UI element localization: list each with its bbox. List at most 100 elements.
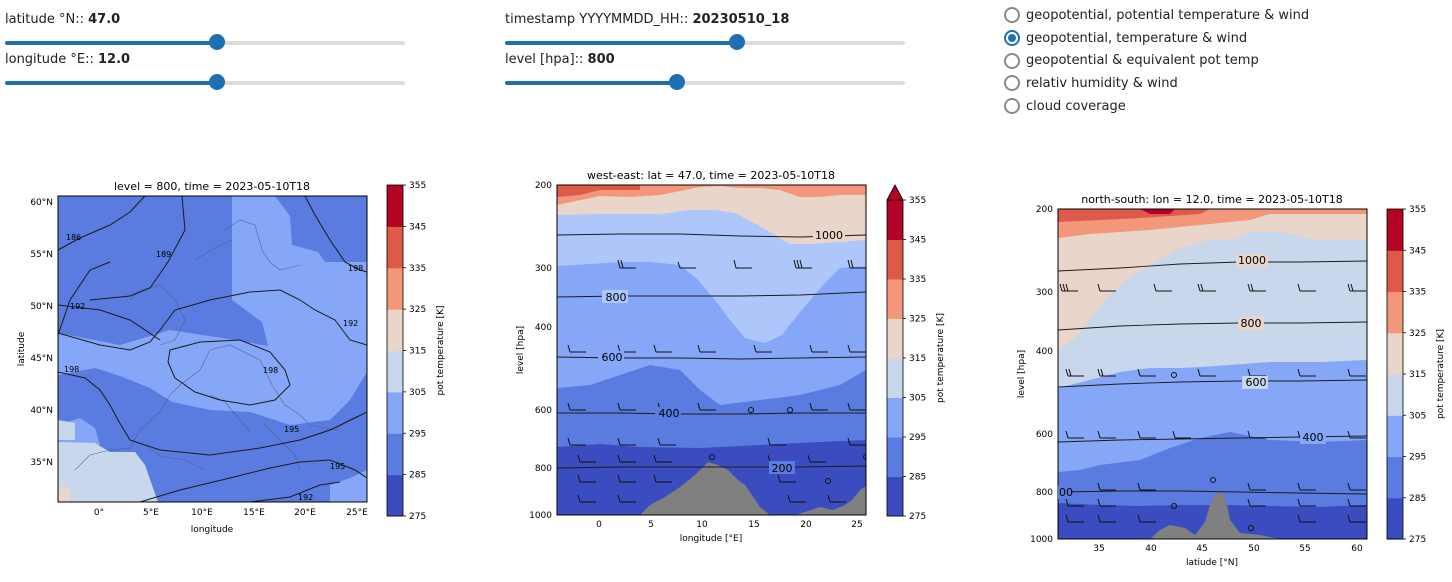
map-field-warm-land [58,196,367,425]
colorbar-segment [1387,456,1403,499]
colorbar-tick-label: 305 [409,388,426,398]
we-terrain [557,462,866,515]
ns-ytick-label: 200 [1036,205,1053,215]
we-contour-label-bg [655,407,681,420]
colorbar-segment [1387,291,1403,334]
radio-button-4[interactable] [1004,98,1020,115]
ns-frame [1057,208,1368,540]
colorbar-segment [1387,497,1403,540]
colorbar-tick-label: 275 [909,512,926,522]
colorbar-tick-label: 285 [409,471,426,481]
longitude-track[interactable] [5,74,405,90]
level-handle[interactable] [669,74,685,90]
colorbar-tick-label: 315 [1409,370,1426,380]
ns-xtick-label: 45 [1196,544,1207,554]
colorbar-segment [887,279,903,319]
colorbar-segment [1387,374,1403,416]
colorbar-tick-label: 315 [909,354,926,364]
colorbar-segment [387,433,403,476]
colorbar-label: pot temperature [K] [936,313,946,403]
map-field-pale-corner [58,420,75,440]
ns-terrain [1080,490,1280,539]
map-contour-label: 192 [70,302,85,311]
colorbar-segment [1387,332,1403,375]
ns-xlabel: latiude [°N] [1186,558,1238,568]
ns-contour-label: 400 [1303,431,1324,444]
we-contour-label: 1000 [815,229,843,242]
map-xtick-label: 20°E [294,508,316,518]
ns-contour-label-bg [1300,431,1326,444]
latitude-value: 47.0 [88,12,121,27]
map-xticks: 0° 5°E 10°E 15°E 20°E 25°E [94,508,368,518]
ns-contour-label: 600 [1246,376,1267,389]
radio-label-3: relativ humidity & wind [1026,75,1178,91]
longitude-slider[interactable]: longitude °E:: 12.0 [5,52,405,90]
radio-option-0[interactable]: geopotential, potential temperature & wi… [1004,4,1309,27]
latitude-slider[interactable]: latitude °N:: 47.0 [5,12,405,50]
colorbar-tick-label: 335 [1409,288,1426,298]
radio-button-0[interactable] [1004,7,1020,24]
north-south-plot: 1000 800 600 400 00 north-south: lon = 1… [1017,193,1446,568]
latitude-handle[interactable] [209,34,225,50]
colorbar-segment [887,397,903,438]
radio-option-4[interactable]: cloud coverage [1004,95,1309,118]
we-frame [556,184,867,516]
ns-contour-label-bg [1236,254,1268,267]
map-ytick-label: 50°N [30,302,53,312]
we-contour-label-bg [602,290,628,303]
colorbar-segment [387,309,403,351]
timestamp-track[interactable] [505,34,905,50]
we-ytick-label: 1000 [529,511,552,521]
map-xlabel: longitude [191,525,234,535]
colorbar-segment [387,350,403,393]
map-ytick-label: 60°N [30,198,53,208]
map-ytick-label: 35°N [30,458,53,468]
radio-button-1[interactable] [1004,30,1020,47]
we-contour-label-bg [769,461,795,474]
level-slider[interactable]: level [hpa]:: 800 [505,52,905,90]
colorbar-tick-label: 325 [409,305,426,315]
longitude-label: longitude °E:: 12.0 [5,52,131,67]
colorbar-segment [387,267,403,310]
map-xtick-label: 15°E [243,508,265,518]
ns-geopotential-contours [1058,260,1367,495]
radio-button-2[interactable] [1004,52,1020,69]
radio-option-3[interactable]: relativ humidity & wind [1004,72,1309,95]
colorbar-segment [887,476,903,517]
radio-button-3[interactable] [1004,75,1020,92]
west-east-plot: 1000 800 600 400 200 west-east: lat = 47… [516,169,946,544]
map-contour-label: 192 [343,319,358,328]
colorbar-segment [887,200,903,240]
colorbar-tick-label: 355 [409,181,426,191]
latitude-track[interactable] [5,34,405,50]
colorbar-segment [387,226,403,269]
map-coastlines [74,219,361,471]
map-contour-label: 189 [156,250,171,259]
colorbar-segment [387,391,403,434]
we-colorbar: 355 345 335 325 315 305 295 285 275 pot temperatu… [886,184,946,522]
radio-option-2[interactable]: geopotential & equivalent pot temp [1004,49,1309,72]
ns-band-355 [1140,209,1175,214]
map-contour-label: 195 [284,425,299,434]
radio-option-1[interactable]: geopotential, temperature & wind [1004,27,1309,50]
timestamp-handle[interactable] [729,34,745,50]
colorbar-tick-label: 275 [409,512,426,522]
ns-xtick-label: 60 [1351,544,1363,554]
level-track[interactable] [505,74,905,90]
colorbar-extend-arrow [886,184,904,201]
colorbar-tick-label: 295 [1409,453,1426,463]
timestamp-fill [505,41,737,45]
timestamp-slider[interactable]: timestamp YYYYMMDD_HH:: 20230510_18 [505,12,905,50]
map-contour-label: 198 [64,365,79,374]
longitude-handle[interactable] [209,74,225,90]
level-fill [505,81,677,85]
map-field-east [330,470,367,502]
colorbar-tick-label: 315 [409,347,426,357]
latitude-fill [5,41,217,45]
we-wind-barbs [567,259,866,503]
map-ytick-label: 45°N [30,354,53,364]
variable-radio-group: geopotential, potential temperature & wi… [1004,4,1309,117]
map-ytick-label: 55°N [30,250,53,260]
colorbar-tick-label: 345 [1409,246,1426,256]
